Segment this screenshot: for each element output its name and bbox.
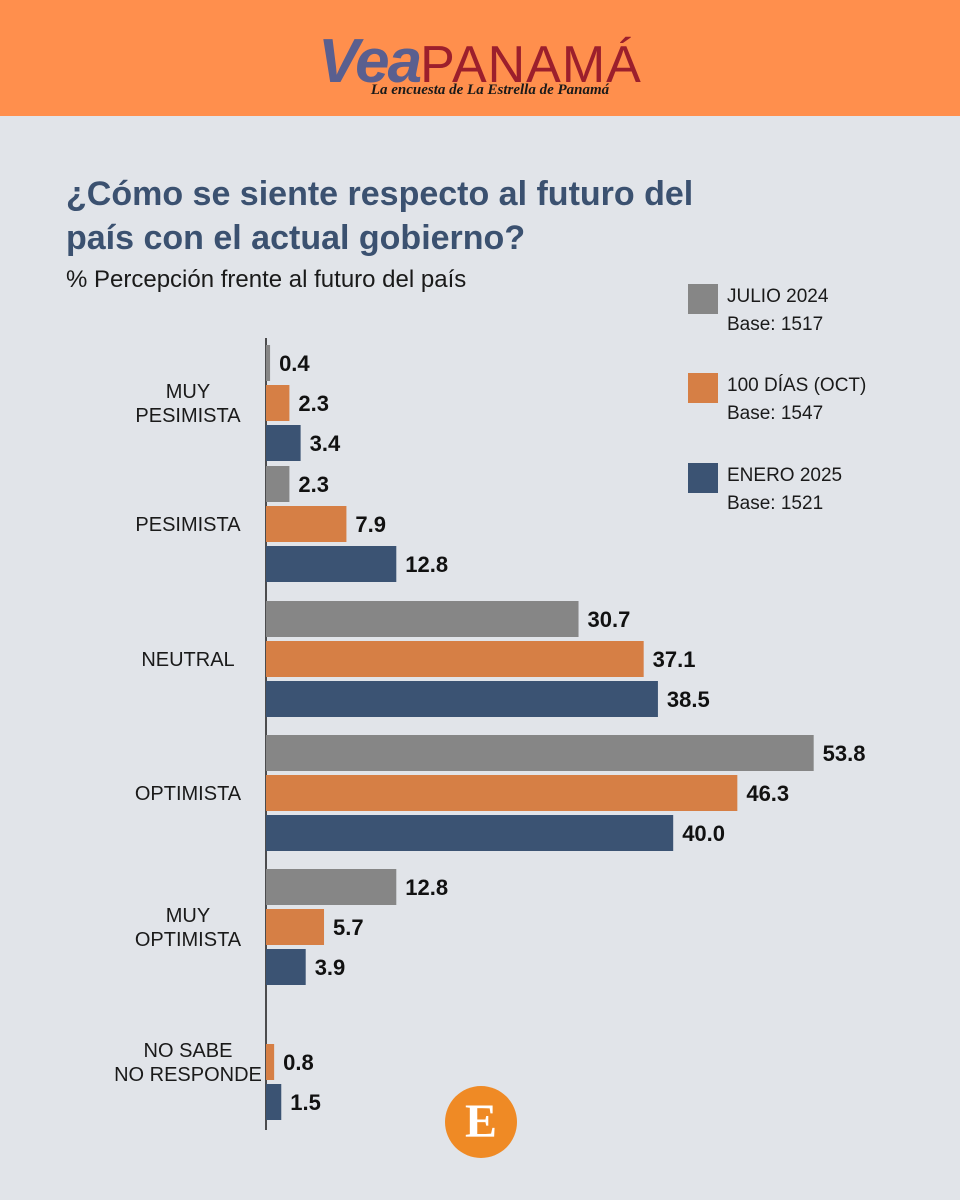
logo-vea-text: Vea — [318, 27, 422, 96]
bar — [266, 425, 301, 461]
bar — [266, 601, 579, 637]
data-label: 7.9 — [355, 512, 386, 537]
data-label: 3.9 — [315, 955, 346, 980]
data-label: 0.4 — [279, 351, 310, 376]
bar — [266, 681, 658, 717]
logo-tagline: La encuesta de La Estrella de Panamá — [370, 82, 610, 98]
bar — [266, 735, 814, 771]
bar — [266, 641, 644, 677]
bar — [266, 775, 738, 811]
bar — [266, 1084, 282, 1120]
data-label: 37.1 — [653, 647, 696, 672]
data-label: 46.3 — [746, 781, 789, 806]
bar — [266, 345, 271, 381]
data-label: 1.5 — [290, 1090, 321, 1115]
header-banner: VeaPANAMÁ La encuesta de La Estrella de … — [0, 0, 960, 116]
legend-entry-name: ENERO 2025 — [727, 465, 842, 486]
bar — [266, 815, 674, 851]
bar — [266, 869, 397, 905]
data-label: 5.7 — [333, 915, 364, 940]
legend-entry-base: Base: 1521 — [727, 493, 823, 514]
data-label: 0.8 — [283, 1050, 314, 1075]
bar — [266, 385, 290, 421]
data-label: 30.7 — [588, 607, 631, 632]
category-label: PESIMISTA — [135, 514, 241, 536]
category-label: MUY OPTIMISTA — [135, 905, 242, 951]
category-label: MUY PESIMISTA — [135, 381, 241, 427]
bar — [266, 506, 347, 542]
data-label: 3.4 — [310, 431, 341, 456]
legend-entry-base: Base: 1547 — [727, 403, 823, 424]
data-label: 53.8 — [823, 741, 866, 766]
bar — [266, 949, 306, 985]
data-label: 38.5 — [667, 687, 710, 712]
legend-swatch — [688, 373, 718, 403]
category-label: NO SABE NO RESPONDE — [114, 1040, 262, 1086]
legend-swatch — [688, 284, 718, 314]
data-label: 12.8 — [405, 875, 448, 900]
veapanama-logo: VeaPANAMÁ — [0, 26, 960, 97]
data-label: 40.0 — [682, 821, 725, 846]
bar — [266, 1044, 275, 1080]
bar — [266, 466, 290, 502]
category-label: NEUTRAL — [141, 649, 234, 671]
logo-panama-text: PANAMÁ — [420, 36, 642, 94]
legend-entry-name: 100 DÍAS (OCT) — [727, 375, 866, 396]
legend-entry-name: JULIO 2024 — [727, 286, 829, 307]
data-label: 2.3 — [298, 391, 329, 416]
chart-subtitle: % Percepción frente al futuro del país — [66, 266, 467, 293]
estrella-logo: E — [445, 1086, 517, 1158]
chart-title: ¿Cómo se siente respecto al futuro del p… — [66, 175, 694, 257]
bar — [266, 546, 397, 582]
bar — [266, 909, 325, 945]
legend-swatch — [688, 463, 718, 493]
data-label: 12.8 — [405, 552, 448, 577]
legend-entry-base: Base: 1517 — [727, 314, 823, 335]
data-label: 2.3 — [298, 472, 329, 497]
category-label: OPTIMISTA — [135, 783, 242, 805]
